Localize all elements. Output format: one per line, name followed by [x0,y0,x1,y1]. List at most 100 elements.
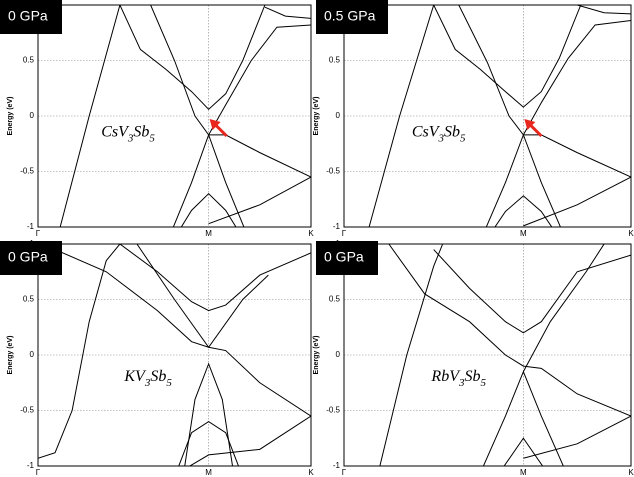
band-line [119,5,266,111]
y-tick-label: 0 [336,111,341,120]
compound-part: RbV [430,368,461,385]
compound-label: CsV3Sb5 [101,123,155,144]
compound-label: CsV3Sb5 [412,123,466,144]
band-line [136,244,269,349]
y-tick-label: -0.5 [326,406,340,415]
compound-label: RbV3Sb5 [430,368,486,389]
band-line [178,421,240,466]
pressure-label: 0 GPa [324,249,364,265]
label-box [0,0,62,34]
compound-part: 3 [438,132,445,144]
y-tick-label: 0.5 [23,295,35,304]
compound-part: Sb [444,123,460,140]
label-box [316,241,378,275]
band-line [59,5,121,227]
y-axis-label: Energy (eV) [313,97,320,136]
pressure-label: 0 GPa [8,249,48,265]
y-tick-label: -1 [333,222,341,231]
compound-part: 3 [458,377,465,389]
pressure-label: 0.5 GPa [324,8,376,24]
x-tick-label: Γ [36,229,41,238]
y-tick-label: -0.5 [20,406,34,415]
label-box [0,241,62,275]
x-tick-label: M [205,468,212,477]
x-tick-label: K [308,468,314,477]
band-line [208,24,311,136]
y-tick-label: 0 [30,111,35,120]
plot-frame [37,4,312,228]
compound-part: Sb [133,123,149,140]
band-line [522,20,631,136]
y-tick-label: -1 [27,222,35,231]
y-axis-label: Energy (eV) [313,336,320,375]
compound-part: KV [123,368,147,385]
band-line [368,5,435,227]
x-tick-label: M [520,468,527,477]
y-tick-label: -0.5 [326,167,340,176]
band-line [577,5,631,15]
compound-part: 5 [149,132,155,144]
x-tick-label: Γ [342,468,347,477]
y-tick-label: -0.5 [20,167,34,176]
y-axis-label: Energy (eV) [7,97,14,136]
compound-part: 3 [144,377,151,389]
y-tick-label: -1 [27,461,35,470]
band-line [523,415,631,459]
band-line [433,249,631,334]
y-axis-label: Energy (eV) [7,336,14,375]
compound-part: 3 [127,132,134,144]
y-tick-label: -1 [333,461,341,470]
band-line [433,5,582,108]
band-line [522,244,605,372]
x-tick-label: Γ [342,229,347,238]
band-line [49,246,311,417]
y-tick-label: 0 [336,350,341,359]
band-line [150,5,311,178]
x-tick-label: M [205,229,212,238]
band-line [188,415,311,466]
compound-part: Sb [150,368,166,385]
band-line [180,193,237,227]
compound-part: Sb [464,368,480,385]
label-box [316,0,388,34]
x-tick-label: K [628,229,634,238]
plot-frame [37,243,312,467]
compound-part: 5 [480,377,486,389]
compound-part: CsV [101,123,130,140]
band-line [482,370,564,466]
y-tick-label: 0.5 [329,56,341,65]
compound-label: KV3Sb5 [123,368,172,389]
band-line [119,244,311,312]
compound-part: CsV [412,123,441,140]
x-tick-label: M [520,229,527,238]
arrow-head [209,119,221,130]
band-line [388,244,631,417]
x-tick-label: K [308,229,314,238]
y-tick-label: 0 [30,350,35,359]
y-tick-label: 0.5 [23,56,35,65]
band-line [458,5,631,178]
band-line [485,133,561,227]
x-tick-label: Γ [36,468,41,477]
pressure-label: 0 GPa [8,8,48,24]
band-line [523,176,631,227]
arrow-head [524,119,536,130]
band-line [172,133,245,227]
x-tick-label: K [628,468,634,477]
y-tick-label: 0.5 [329,295,341,304]
band-line [208,176,311,225]
band-line [184,362,234,466]
band-line [264,6,311,19]
compound-part: 5 [166,377,172,389]
band-line [38,244,121,459]
band-line [494,195,553,227]
plot-frame [343,243,632,467]
band-line [503,437,544,466]
plot-frame [343,4,632,228]
compound-part: 5 [460,132,466,144]
